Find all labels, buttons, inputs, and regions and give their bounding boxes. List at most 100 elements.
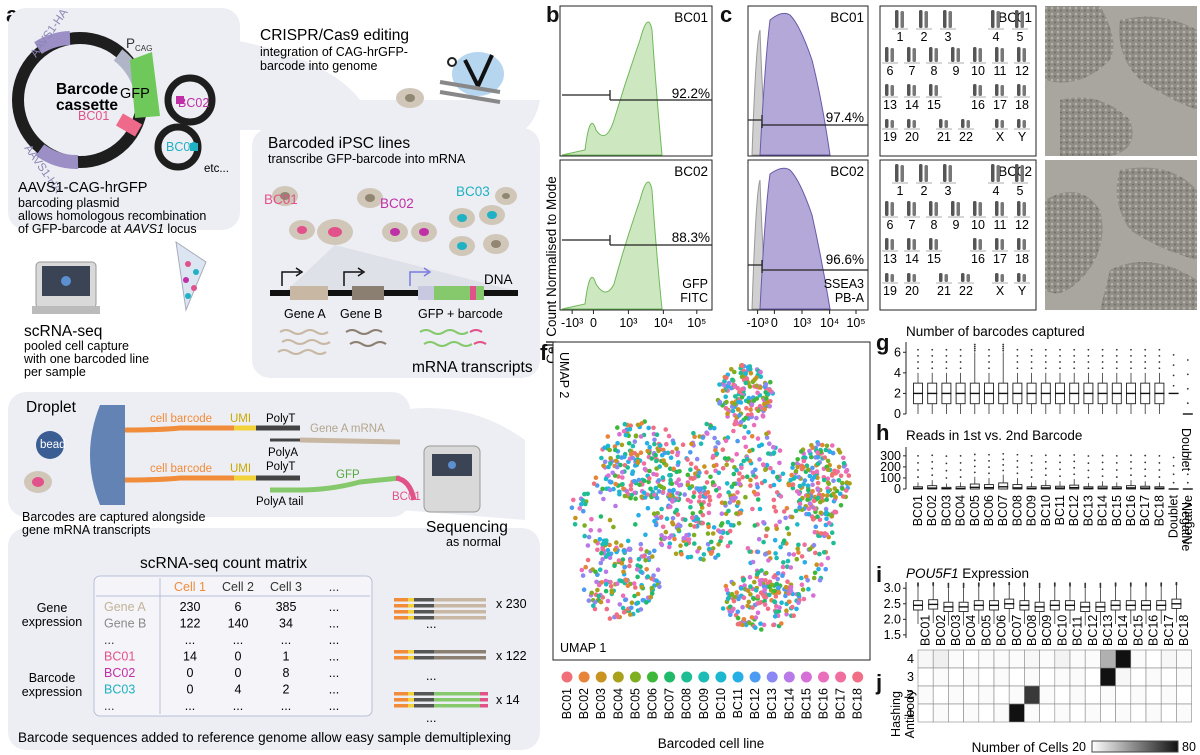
umap-point bbox=[815, 480, 821, 486]
umap-point bbox=[653, 485, 659, 491]
umap-point bbox=[662, 450, 668, 456]
umap-point bbox=[796, 542, 801, 548]
matrix-row: BC01 14 0 1... bbox=[104, 650, 339, 664]
legend-label-bc13: BC13 bbox=[765, 688, 779, 719]
umap-point bbox=[799, 582, 805, 587]
umap-point bbox=[809, 454, 814, 460]
umap-point bbox=[740, 474, 745, 480]
umap-point bbox=[739, 394, 745, 400]
chromosome-label: 4 bbox=[993, 30, 1000, 44]
umap-point bbox=[724, 375, 729, 381]
umap-point bbox=[755, 436, 761, 441]
umap-point bbox=[751, 422, 757, 428]
umap-point bbox=[846, 473, 852, 478]
scrna-line-1: pooled cell capture bbox=[24, 339, 129, 353]
umap-point bbox=[648, 486, 653, 492]
panel-d: d BC01 BC02 1234567891011121314151617181… bbox=[879, 2, 1037, 311]
umap-point bbox=[780, 573, 785, 578]
umap-point bbox=[781, 560, 786, 565]
y-tick-label: 200 bbox=[880, 460, 901, 474]
gfp-segment bbox=[130, 52, 160, 118]
matrix-cell: 122 bbox=[180, 617, 201, 631]
umap-point bbox=[766, 558, 771, 563]
j-col-label: BC13 bbox=[1101, 615, 1115, 646]
umap-point bbox=[767, 404, 772, 409]
heatmap-cell bbox=[963, 685, 980, 705]
umap-point bbox=[738, 586, 744, 591]
panel-label-j: j bbox=[875, 670, 882, 695]
chromosome-label: 21 bbox=[937, 284, 951, 298]
matrix-rows: Gene A 230 6 385 ...Gene B 122 140 34..........… bbox=[104, 600, 339, 713]
box-bc16 bbox=[1126, 348, 1136, 414]
gene-expression-label-2: expression bbox=[22, 615, 82, 629]
umap-point bbox=[818, 510, 824, 516]
dna-label: DNA bbox=[484, 272, 513, 287]
chromosome: 22 bbox=[958, 119, 974, 144]
y-tick-label: 0 bbox=[894, 407, 901, 421]
umap-point bbox=[758, 369, 763, 375]
umap-point bbox=[753, 625, 758, 630]
umap-point bbox=[615, 614, 621, 620]
umap-point bbox=[788, 477, 793, 483]
umap-point bbox=[730, 377, 735, 383]
heatmap-cell bbox=[948, 703, 964, 723]
umap-point bbox=[595, 587, 600, 593]
heatmap-cell bbox=[978, 703, 995, 723]
umap-point bbox=[597, 537, 603, 542]
umap-point bbox=[814, 562, 819, 567]
x-tick-label: Doublet bbox=[1167, 494, 1181, 538]
x-tick-label: BC11 bbox=[1053, 495, 1067, 525]
umap-point bbox=[678, 543, 683, 548]
umap-point bbox=[795, 522, 800, 527]
j-row-label: 3 bbox=[907, 670, 914, 684]
chromosome-label: 3 bbox=[945, 30, 952, 44]
umap-point bbox=[653, 522, 659, 528]
panel-f: f UMAP 2 UMAP 1 BC01 BC02 BC03 BC04 BC05 BC06… bbox=[540, 340, 871, 751]
matrix-cell: 34 bbox=[279, 617, 293, 631]
box-bc06 bbox=[989, 582, 999, 624]
panel-label-c: c bbox=[720, 2, 732, 27]
umap-point bbox=[615, 441, 620, 446]
umap-point bbox=[838, 503, 844, 508]
umap-point bbox=[735, 621, 741, 627]
umap-point bbox=[806, 511, 812, 517]
heatmap-cell bbox=[993, 649, 1010, 669]
chromosome: Y bbox=[1014, 119, 1030, 144]
matrix-footer: Barcode sequences added to reference gen… bbox=[18, 730, 511, 745]
umap-point bbox=[743, 380, 749, 386]
umap-point bbox=[735, 615, 741, 621]
x-tick-label: BC09 bbox=[1025, 495, 1039, 526]
umap-point bbox=[738, 400, 744, 405]
umap-point bbox=[758, 385, 763, 390]
umap-point bbox=[822, 455, 828, 460]
umap-point bbox=[591, 481, 597, 487]
x-tick-label: BC04 bbox=[954, 495, 968, 526]
mrna-squiggles bbox=[277, 329, 487, 355]
umap-point bbox=[712, 425, 717, 431]
legend-label-bc17: BC17 bbox=[834, 688, 848, 719]
box-bc17 bbox=[1140, 348, 1151, 414]
box-bc01 bbox=[913, 582, 923, 624]
umap-point bbox=[596, 593, 601, 599]
umap-point bbox=[828, 512, 834, 518]
umap-point bbox=[619, 455, 624, 460]
umap-point bbox=[768, 588, 774, 593]
count-14: x 14 bbox=[496, 693, 520, 707]
umap-point bbox=[622, 493, 628, 499]
umap-point bbox=[790, 461, 796, 467]
umap-point bbox=[722, 378, 727, 384]
umap-point bbox=[591, 603, 596, 609]
matrix-row-label: ... bbox=[104, 633, 114, 647]
umap-point bbox=[624, 577, 629, 583]
chromosome: 15 bbox=[926, 238, 942, 266]
legend-swatch-bc05 bbox=[629, 671, 641, 683]
umap-point bbox=[695, 516, 701, 522]
umap-point bbox=[644, 600, 649, 605]
umap-point bbox=[581, 587, 587, 592]
umap-point bbox=[755, 601, 760, 606]
legend-label-bc08: BC08 bbox=[680, 688, 694, 719]
umap-point bbox=[681, 536, 686, 541]
umap-point bbox=[630, 455, 636, 461]
heatmap-cell bbox=[1176, 703, 1192, 723]
umap-point bbox=[658, 443, 663, 448]
